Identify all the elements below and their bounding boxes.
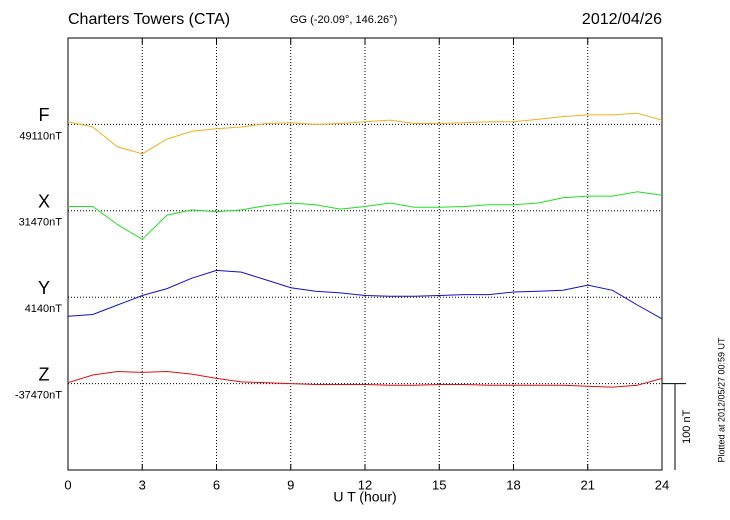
chart-title: Charters Towers (CTA) — [68, 11, 230, 28]
baseline-label: -37470nT — [15, 390, 62, 402]
x-tick-label: 21 — [581, 477, 595, 492]
x-tick-label: 3 — [139, 477, 146, 492]
x-axis-label: U T (hour) — [333, 489, 396, 505]
x-tick-label: 12 — [358, 477, 372, 492]
plot-note: Plotted at 2012/05/27 00:59 UT — [716, 337, 726, 463]
x-tick-label: 6 — [213, 477, 220, 492]
series-line — [68, 191, 663, 240]
x-tick-label: 18 — [506, 477, 520, 492]
chart-date: 2012/04/26 — [582, 11, 662, 28]
x-tick-label: 0 — [64, 477, 71, 492]
chart-subtitle: GG (-20.09°, 146.26°) — [290, 14, 397, 26]
series-name: Z — [39, 364, 50, 384]
x-tick-label: 9 — [287, 477, 294, 492]
scale-bar-label: 100 nT — [681, 409, 693, 444]
baseline-label: 4140nT — [25, 303, 63, 315]
series-name: F — [39, 105, 50, 125]
series-name: Y — [38, 278, 50, 298]
baseline-label: 31470nT — [19, 217, 63, 229]
x-tick-label: 24 — [655, 477, 669, 492]
series-line — [67, 112, 663, 155]
series-name: X — [38, 192, 50, 212]
baseline-label: 49110nT — [19, 130, 62, 142]
x-tick-label: 15 — [432, 477, 446, 492]
series-line — [67, 269, 663, 320]
series-line — [67, 370, 663, 388]
